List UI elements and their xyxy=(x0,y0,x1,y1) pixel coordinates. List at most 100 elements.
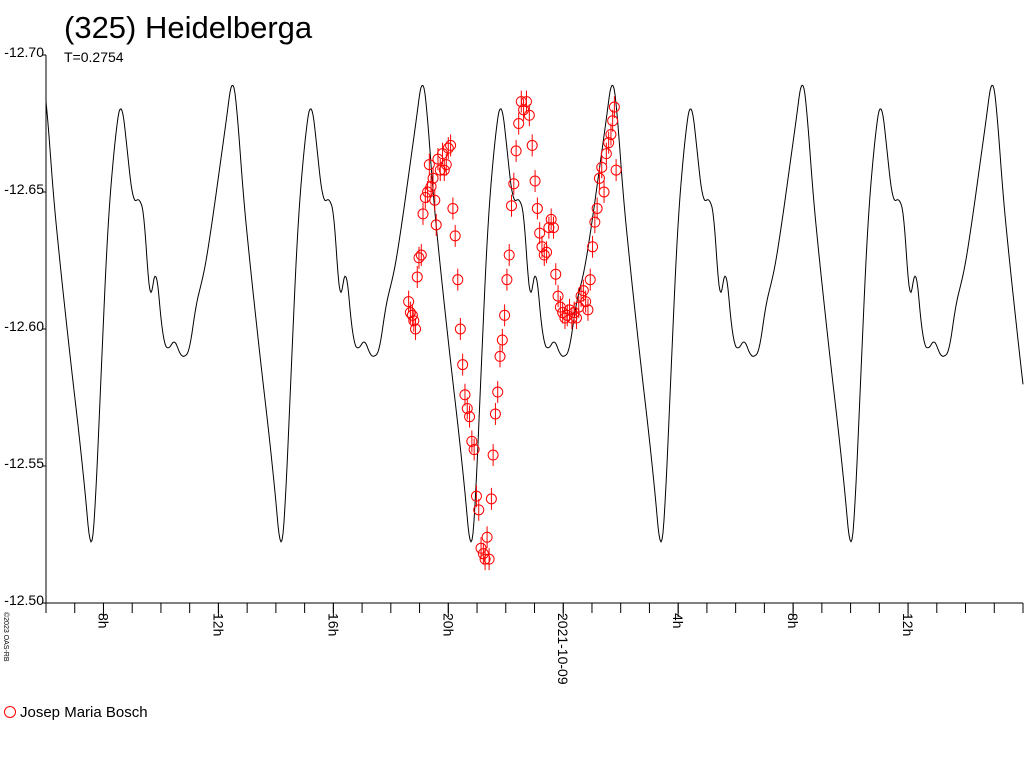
observation-point xyxy=(531,197,543,220)
observation-marker xyxy=(541,246,553,258)
x-tick-label: 8h xyxy=(785,613,801,629)
observation-marker xyxy=(593,172,605,184)
observation-point xyxy=(593,167,605,190)
observation-marker xyxy=(470,490,482,502)
observation-marker xyxy=(596,161,608,173)
chart-axes: -12.70 -12.65 -12.60 -12.55 -12.50 8h 12h 16h 20… xyxy=(4,44,1024,685)
observation-point xyxy=(494,345,506,368)
observation-point xyxy=(520,90,532,113)
x-tick-label: 4h xyxy=(670,613,686,629)
observation-point xyxy=(496,328,508,351)
observation-marker xyxy=(600,148,612,160)
observation-marker xyxy=(531,202,543,214)
observation-marker xyxy=(506,200,518,212)
legend-observer-label: Josep Maria Bosch xyxy=(20,704,148,721)
observation-point xyxy=(411,265,423,288)
observation-point xyxy=(438,159,450,182)
observation-marker xyxy=(580,296,592,308)
observation-marker xyxy=(415,249,427,261)
observation-point xyxy=(430,213,442,236)
observation-point xyxy=(541,241,553,264)
observation-marker xyxy=(589,216,601,228)
observation-point xyxy=(605,123,617,146)
observation-point xyxy=(427,167,439,190)
observation-point xyxy=(466,430,478,453)
observation-marker xyxy=(496,334,508,346)
observation-marker xyxy=(459,389,471,401)
observation-marker xyxy=(570,312,582,324)
observation-marker xyxy=(485,493,497,505)
observation-point xyxy=(459,383,471,406)
observation-marker xyxy=(457,359,469,371)
x-tick-label: 16h xyxy=(325,613,341,636)
observation-marker xyxy=(479,553,491,565)
observation-point xyxy=(513,112,525,135)
observation-marker xyxy=(447,202,459,214)
observation-point xyxy=(589,211,601,234)
x-tick-label: 8h xyxy=(95,613,111,629)
copyright-text: ©2023 OAS-RB xyxy=(2,612,9,662)
x-tick-label: 12h xyxy=(900,613,916,636)
observation-marker xyxy=(523,109,535,121)
observation-marker xyxy=(584,274,596,286)
observation-point xyxy=(408,309,420,332)
chart-title: (325) Heidelberga xyxy=(64,10,313,45)
observation-marker xyxy=(475,542,487,554)
observation-point xyxy=(410,318,422,340)
observation-point xyxy=(487,444,499,467)
observation-point xyxy=(584,268,596,291)
observation-point xyxy=(452,268,464,291)
y-tick-label: -12.70 xyxy=(4,44,44,60)
observation-point xyxy=(552,285,564,308)
observation-point xyxy=(529,170,541,193)
y-tick-label: -12.60 xyxy=(4,318,44,334)
observation-marker xyxy=(429,194,441,206)
observation-marker xyxy=(526,139,538,151)
observation-point xyxy=(457,353,469,376)
observation-point xyxy=(600,142,612,165)
observation-marker xyxy=(422,186,434,198)
observation-marker xyxy=(503,249,515,261)
observation-marker xyxy=(477,548,489,560)
observation-point xyxy=(596,156,608,179)
observation-marker xyxy=(520,96,532,108)
observation-marker xyxy=(406,309,418,321)
observation-marker xyxy=(481,531,493,543)
observation-point xyxy=(434,159,446,182)
observation-point xyxy=(447,197,459,220)
observation-marker xyxy=(408,315,420,327)
observation-marker xyxy=(607,115,619,127)
observation-marker xyxy=(473,504,485,516)
observation-marker xyxy=(529,175,541,187)
observation-marker xyxy=(499,309,511,321)
observation-point xyxy=(417,202,429,225)
observation-marker xyxy=(440,159,452,171)
observation-point xyxy=(489,402,501,425)
observation-marker xyxy=(518,104,530,116)
observation-point xyxy=(449,224,461,247)
observation-marker xyxy=(438,164,450,176)
observation-marker xyxy=(605,128,617,140)
observation-marker xyxy=(598,186,610,198)
observation-point xyxy=(587,235,599,258)
observation-point xyxy=(403,290,415,313)
observation-marker xyxy=(489,408,501,420)
observation-point xyxy=(440,153,452,176)
observation-marker xyxy=(608,101,620,113)
observation-marker xyxy=(577,285,589,297)
observation-point xyxy=(503,244,515,267)
observation-point xyxy=(468,438,480,461)
observation-marker xyxy=(483,553,495,565)
observation-marker xyxy=(492,386,504,398)
observation-point xyxy=(506,194,518,217)
y-tick-label: -12.55 xyxy=(4,455,44,471)
observation-marker xyxy=(410,323,422,335)
observation-point xyxy=(473,498,485,521)
observation-point xyxy=(477,542,489,565)
observation-point xyxy=(483,548,495,571)
observation-marker xyxy=(487,449,499,461)
observation-point xyxy=(492,381,504,404)
observation-marker xyxy=(445,139,457,151)
observation-marker xyxy=(494,350,506,362)
